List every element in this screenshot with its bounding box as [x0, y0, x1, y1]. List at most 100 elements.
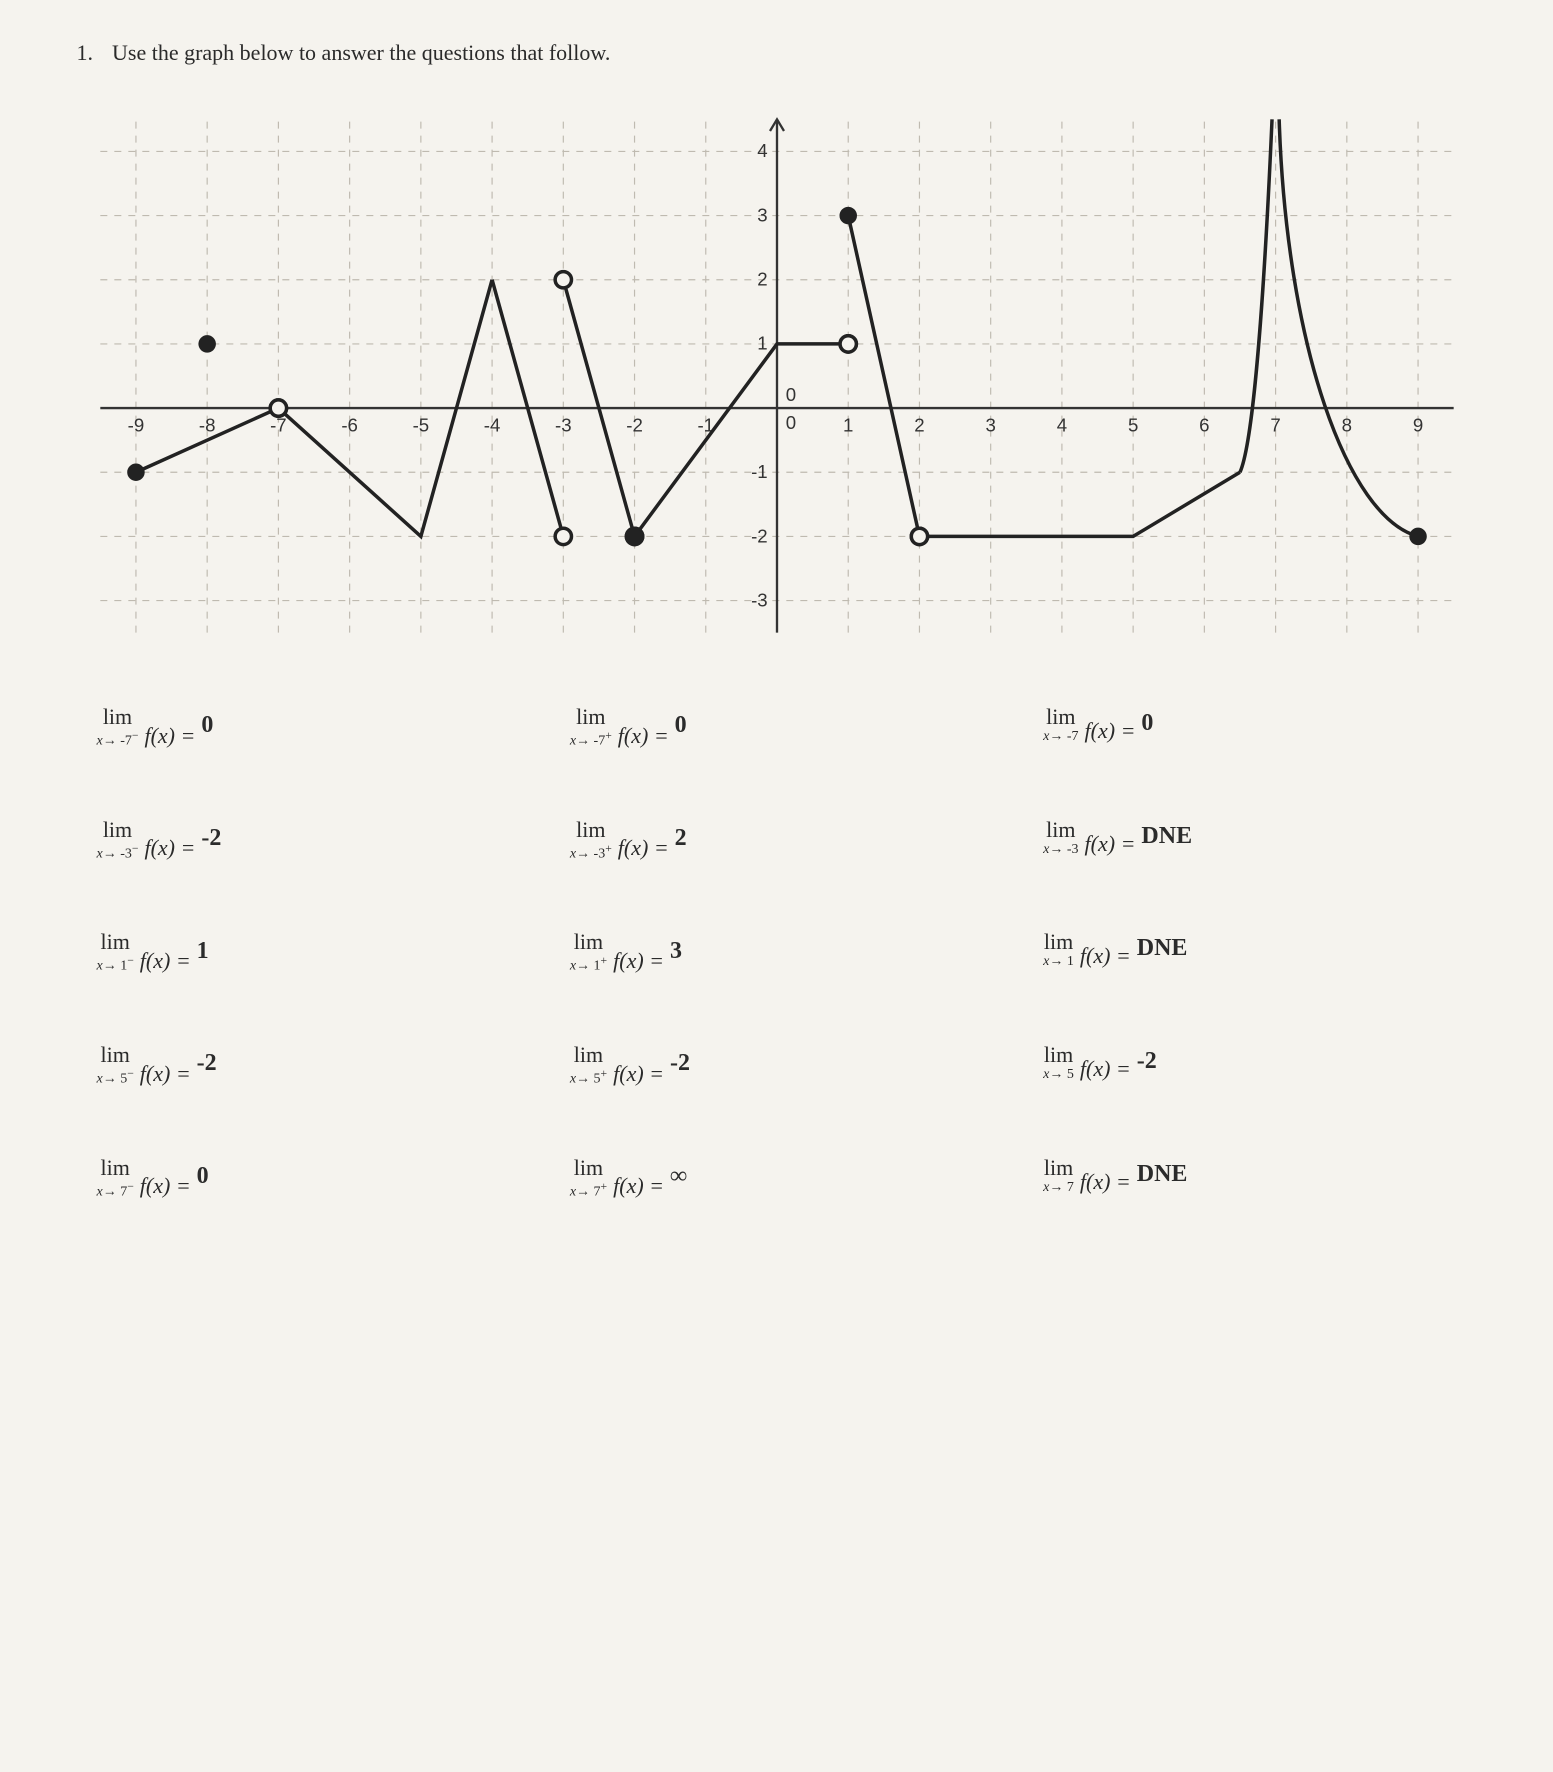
svg-text:0: 0	[785, 384, 795, 405]
limit-cell: limx→ -3−f(x) =-2	[97, 819, 510, 862]
limit-sub: x→ 5	[1043, 1068, 1074, 1082]
svg-text:-2: -2	[626, 414, 643, 435]
limit-sub: x→ 1	[1043, 955, 1074, 969]
function-part: f(x) =	[140, 1061, 191, 1087]
svg-text:-5: -5	[412, 414, 429, 435]
svg-text:7: 7	[1270, 414, 1280, 435]
limit-sub: x→ 7+	[570, 1181, 607, 1200]
svg-text:3: 3	[757, 204, 767, 225]
limit-cell: limx→ -7−f(x) =0	[97, 706, 510, 749]
limit-cell: limx→ 7+f(x) =∞	[570, 1157, 983, 1200]
limit-cell: limx→ 5−f(x) =-2	[97, 1044, 510, 1087]
limit-sub: x→ -3−	[97, 843, 139, 862]
question-number: 1.	[77, 40, 107, 66]
limit-expression: limx→ 5f(x) =	[1043, 1044, 1131, 1082]
handwritten-answer: DNE	[1141, 823, 1192, 849]
question-instruction: 1. Use the graph below to answer the que…	[77, 40, 1477, 66]
function-part: f(x) =	[1080, 1169, 1131, 1195]
limit-cell: limx→ 1f(x) =DNE	[1043, 931, 1456, 974]
limit-cell: limx→ 1−f(x) =1	[97, 931, 510, 974]
svg-text:5: 5	[1127, 414, 1137, 435]
svg-text:4: 4	[757, 140, 767, 161]
limit-expression: limx→ 7−f(x) =	[97, 1157, 191, 1200]
handwritten-answer: -2	[670, 1050, 690, 1076]
limit-cell: limx→ -3f(x) =DNE	[1043, 819, 1456, 862]
function-part: f(x) =	[144, 835, 195, 861]
handwritten-answer: -2	[1137, 1048, 1157, 1074]
handwritten-answer: 3	[670, 938, 682, 964]
function-part: f(x) =	[618, 723, 669, 749]
handwritten-answer: 1	[197, 938, 209, 964]
svg-text:9: 9	[1412, 414, 1422, 435]
limit-sub: x→ -7+	[570, 730, 612, 749]
limit-sub: x→ -7	[1043, 730, 1078, 744]
svg-text:2: 2	[914, 414, 924, 435]
svg-text:4: 4	[1056, 414, 1066, 435]
handwritten-answer: -2	[201, 825, 221, 851]
handwritten-answer: 0	[1141, 710, 1153, 736]
function-part: f(x) =	[140, 948, 191, 974]
function-part: f(x) =	[1080, 1056, 1131, 1082]
limit-cell: limx→ -3+f(x) =2	[570, 819, 983, 862]
limit-cell: limx→ 7−f(x) =0	[97, 1157, 510, 1200]
function-part: f(x) =	[613, 1061, 664, 1087]
svg-text:-2: -2	[751, 525, 768, 546]
limit-expression: limx→ -3f(x) =	[1043, 819, 1135, 857]
svg-text:-3: -3	[751, 589, 768, 610]
handwritten-answer: 2	[675, 825, 687, 851]
svg-text:1: 1	[757, 333, 767, 354]
svg-text:6: 6	[1199, 414, 1209, 435]
limit-expression: limx→ -7+f(x) =	[570, 706, 669, 749]
function-part: f(x) =	[618, 835, 669, 861]
svg-text:8: 8	[1341, 414, 1351, 435]
limit-expression: limx→ 7+f(x) =	[570, 1157, 664, 1200]
limit-cell: limx→ 5+f(x) =-2	[570, 1044, 983, 1087]
svg-text:2: 2	[757, 269, 767, 290]
graph-svg: -9-8-7-6-5-4-3-2-100123456789-3-2-11234	[77, 96, 1477, 656]
limit-sub: x→ 5−	[97, 1068, 134, 1087]
function-part: f(x) =	[613, 948, 664, 974]
function-part: f(x) =	[144, 723, 195, 749]
graph-container: -9-8-7-6-5-4-3-2-100123456789-3-2-11234	[77, 96, 1477, 656]
limit-sub: x→ 1−	[97, 955, 134, 974]
svg-text:-8: -8	[198, 414, 215, 435]
handwritten-answer: -2	[197, 1050, 217, 1076]
function-part: f(x) =	[140, 1173, 191, 1199]
svg-text:-4: -4	[483, 414, 500, 435]
function-part: f(x) =	[1085, 831, 1136, 857]
svg-text:-9: -9	[127, 414, 144, 435]
limit-sub: x→ 1+	[570, 955, 607, 974]
svg-text:3: 3	[985, 414, 995, 435]
limit-sub: x→ -3+	[570, 843, 612, 862]
function-part: f(x) =	[1080, 943, 1131, 969]
handwritten-answer: DNE	[1137, 1161, 1188, 1187]
limit-cell: limx→ -7+f(x) =0	[570, 706, 983, 749]
answers-grid: limx→ -7−f(x) =0limx→ -7+f(x) =0limx→ -7…	[77, 706, 1477, 1199]
limit-cell: limx→ 7f(x) =DNE	[1043, 1157, 1456, 1200]
limit-expression: limx→ 1−f(x) =	[97, 931, 191, 974]
handwritten-answer: ∞	[670, 1163, 687, 1189]
limit-expression: limx→ 5+f(x) =	[570, 1044, 664, 1087]
limit-expression: limx→ 1f(x) =	[1043, 931, 1131, 969]
limit-cell: limx→ -7f(x) =0	[1043, 706, 1456, 749]
limit-cell: limx→ 5f(x) =-2	[1043, 1044, 1456, 1087]
limit-expression: limx→ -7−f(x) =	[97, 706, 196, 749]
svg-text:-6: -6	[341, 414, 358, 435]
handwritten-answer: 0	[675, 712, 687, 738]
handwritten-answer: 0	[197, 1163, 209, 1189]
limit-sub: x→ 5+	[570, 1068, 607, 1087]
svg-text:-1: -1	[751, 461, 768, 482]
limit-expression: limx→ 7f(x) =	[1043, 1157, 1131, 1195]
handwritten-answer: 0	[201, 712, 213, 738]
handwritten-answer: DNE	[1137, 935, 1188, 961]
question-text: Use the graph below to answer the questi…	[112, 40, 610, 65]
limit-sub: x→ 7−	[97, 1181, 134, 1200]
svg-text:1: 1	[843, 414, 853, 435]
svg-text:-3: -3	[555, 414, 572, 435]
limit-cell: limx→ 1+f(x) =3	[570, 931, 983, 974]
limit-expression: limx→ -7f(x) =	[1043, 706, 1135, 744]
function-part: f(x) =	[1085, 718, 1136, 744]
limit-expression: limx→ 5−f(x) =	[97, 1044, 191, 1087]
limit-sub: x→ 7	[1043, 1181, 1074, 1195]
limit-expression: limx→ -3−f(x) =	[97, 819, 196, 862]
